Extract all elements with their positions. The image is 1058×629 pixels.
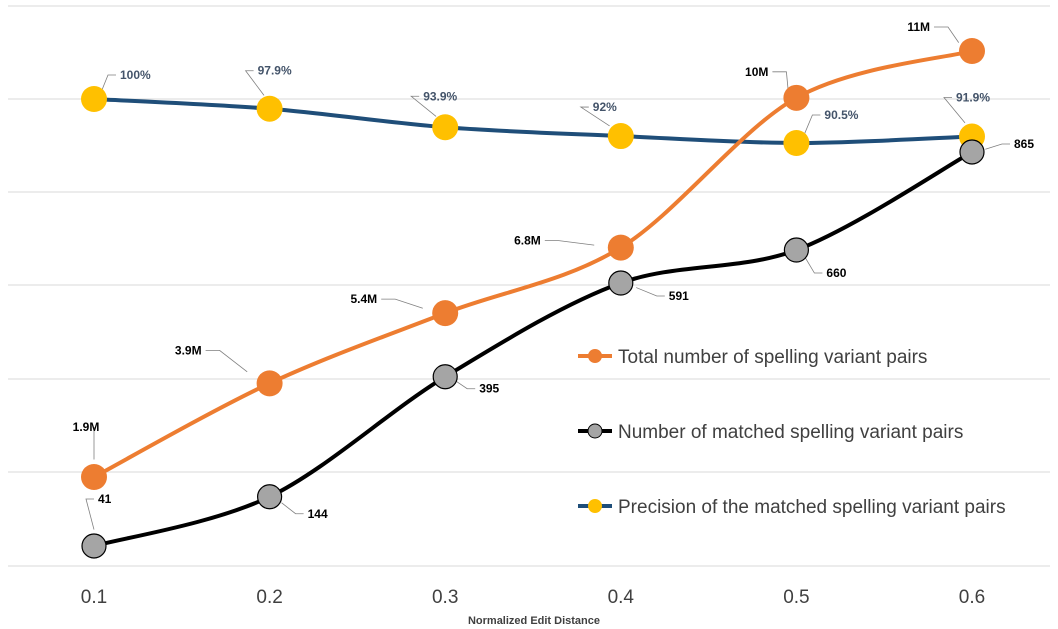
series-2-marker (432, 114, 459, 141)
series-1-leader-line (985, 143, 1010, 150)
series-0-marker (432, 300, 459, 327)
series-0-data-label: 10M (745, 65, 768, 79)
series-2-data-label: 91.9% (956, 91, 990, 105)
series-2-marker (81, 86, 107, 112)
gridlines (8, 5, 1050, 567)
series-0-leader-line (934, 26, 960, 43)
legend-entry: Precision of the matched spelling varian… (618, 497, 1006, 518)
x-tick-label: 0.6 (959, 587, 985, 608)
series-2-leader-line (579, 106, 610, 127)
series-0-marker (959, 38, 985, 64)
leader-lines (85, 26, 1010, 530)
series-1-marker (257, 484, 283, 510)
series-1-marker (81, 533, 107, 559)
x-tick-label: 0.2 (256, 587, 282, 608)
series-1-leader-line (85, 498, 95, 530)
series-0-data-label: 1.9M (73, 420, 100, 434)
series-2-marker (256, 95, 283, 122)
series-0-leader-line (772, 71, 789, 89)
series-0-marker (256, 370, 283, 397)
x-tick-label: 0.4 (608, 587, 635, 608)
series-1-marker (959, 139, 985, 165)
series-1-data-label: 591 (669, 289, 689, 303)
legend: Total number of spelling variant pairs Nu… (578, 347, 1006, 518)
series-2-data-label: 90.5% (824, 108, 858, 122)
x-axis-ticks: 0.1 0.2 0.3 0.4 0.5 0.6 (81, 587, 985, 608)
x-tick-label: 0.5 (783, 587, 809, 608)
series-1-leader-line (281, 502, 304, 515)
series-2-data-label: 93.9% (423, 89, 457, 103)
data-labels: 100% 97.9% 93.9% 92% 90.5% 91.9% 1.9M 3.9M 5.4M 6… (73, 20, 1035, 521)
x-tick-label: 0.1 (81, 587, 107, 608)
series-1-marker (432, 364, 458, 390)
series-0-data-label: 6.8M (514, 234, 541, 248)
series-1-data-label: 395 (479, 382, 499, 396)
series-0-data-label: 11M (907, 20, 930, 34)
series-0-marker (81, 464, 107, 490)
series-line-0 (93, 49, 973, 479)
series-0-leader-line (544, 240, 595, 246)
series-1-data-label: 660 (826, 266, 846, 280)
legend-entry: Total number of spelling variant pairs (618, 347, 927, 368)
series-0-marker (607, 234, 634, 261)
series-0-marker (783, 84, 810, 111)
series-2-leader-line (804, 114, 821, 134)
legend-swatch-marker (588, 349, 602, 363)
series-line-1 (93, 150, 973, 548)
series-line-2 (93, 97, 973, 146)
series-2-data-label: 92% (593, 100, 617, 114)
series-2-leader-line (943, 97, 966, 124)
x-axis-label: Normalized Edit Distance (468, 615, 600, 627)
legend-entry: Number of matched spelling variant pairs (618, 422, 963, 443)
series-1-data-label: 41 (98, 492, 112, 506)
series-2-data-label: 100% (120, 68, 151, 82)
series-0-data-label: 3.9M (175, 343, 202, 357)
series-2-data-label: 97.9% (258, 64, 292, 78)
series-1-marker (783, 237, 810, 263)
series-1-data-label: 865 (1014, 137, 1034, 151)
series-markers (81, 38, 985, 559)
series-1-marker (608, 270, 634, 296)
series-2-leader-line (101, 74, 116, 91)
series-1-leader-line (805, 257, 823, 274)
x-tick-label: 0.3 (432, 587, 458, 608)
series-0-leader-line (205, 349, 248, 373)
series-2-marker (783, 130, 810, 156)
legend-swatch-marker (588, 499, 602, 513)
series-1-leader-line (455, 380, 476, 390)
series-2-leader-line (410, 95, 437, 117)
series-0-data-label: 5.4M (351, 292, 378, 306)
legend-swatch-marker (587, 423, 603, 439)
series-2-leader-line (244, 70, 265, 96)
series-1-data-label: 144 (308, 507, 328, 521)
series-1-leader-line (636, 287, 665, 297)
series-lines (93, 49, 973, 548)
series-2-marker (607, 123, 634, 150)
series-0-leader-line (381, 298, 423, 309)
